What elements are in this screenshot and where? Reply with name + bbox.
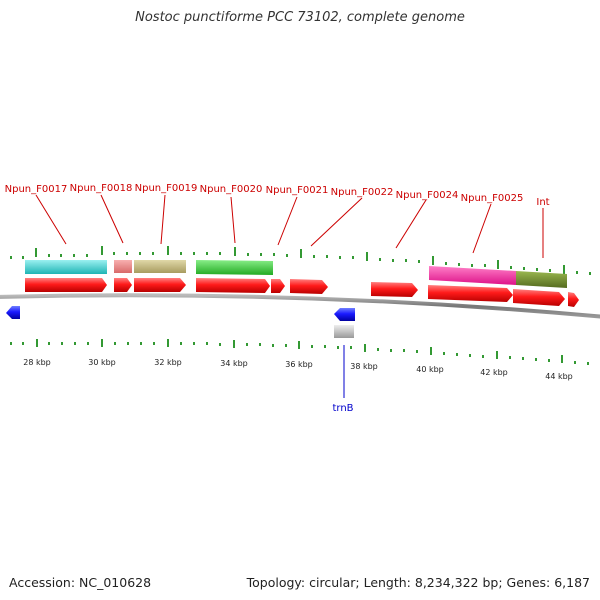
upper-ticks: [10, 246, 591, 275]
domain-bar-f0025-a[interactable]: [429, 266, 516, 285]
label-npun-f0017[interactable]: Npun_F0017: [5, 184, 68, 195]
forward-genes: [25, 278, 579, 307]
label-trnb[interactable]: trnB: [332, 403, 353, 414]
domain-bar-f0020[interactable]: [196, 260, 273, 275]
genome-title: Nostoc punctiforme PCC 73102, complete g…: [135, 10, 465, 25]
genome-backbone: [0, 293, 600, 319]
label-npun-f0019[interactable]: Npun_F0019: [135, 183, 198, 194]
label-npun-f0024[interactable]: Npun_F0024: [396, 190, 459, 201]
genome-summary-text: Topology: circular; Length: 8,234,322 bp…: [246, 575, 590, 590]
label-leaders: [35, 194, 544, 398]
rna-arrow-left[interactable]: [6, 306, 20, 319]
domain-bar-f0017[interactable]: [25, 260, 107, 274]
axis-label-28: 28 kbp: [23, 358, 51, 367]
axis-label-30: 30 kbp: [88, 358, 116, 367]
lower-ticks: [10, 339, 589, 365]
gene-arrow-f0026[interactable]: [513, 289, 565, 306]
axis-label-40: 40 kbp: [416, 365, 444, 374]
axis-label-38: 38 kbp: [350, 362, 378, 371]
gene-arrow-f0020[interactable]: [196, 278, 270, 293]
label-npun-f0018[interactable]: Npun_F0018: [70, 183, 133, 194]
rna-arrow-trnb[interactable]: [334, 308, 355, 321]
label-npun-f0021[interactable]: Npun_F0021: [266, 185, 329, 196]
gene-arrow-f0017[interactable]: [25, 278, 107, 292]
gene-arrow-f0021[interactable]: [271, 279, 285, 293]
domain-bar-f0019[interactable]: [134, 260, 186, 273]
gene-arrow-f0025[interactable]: [428, 285, 513, 302]
axis-label-34: 34 kbp: [220, 359, 248, 368]
label-int[interactable]: Int: [536, 197, 549, 208]
gene-arrow-f0018[interactable]: [114, 278, 132, 292]
gene-arrow-f0019[interactable]: [134, 278, 186, 292]
domain-bar-f0025-b[interactable]: [516, 271, 567, 288]
gene-arrow-f0022[interactable]: [290, 279, 328, 294]
trnb-grey-box[interactable]: [334, 325, 354, 338]
label-npun-f0025[interactable]: Npun_F0025: [461, 193, 524, 204]
axis-label-32: 32 kbp: [154, 358, 182, 367]
domain-bar-f0018[interactable]: [114, 260, 132, 273]
reverse-genes: [6, 306, 355, 338]
gene-arrow-int[interactable]: [568, 292, 579, 307]
gene-arrow-f0024[interactable]: [371, 282, 418, 297]
axis-label-42: 42 kbp: [480, 368, 508, 377]
axis-label-44: 44 kbp: [545, 372, 573, 381]
domain-bars: [25, 260, 567, 288]
axis-label-36: 36 kbp: [285, 360, 313, 369]
label-npun-f0022[interactable]: Npun_F0022: [331, 187, 394, 198]
label-npun-f0020[interactable]: Npun_F0020: [200, 184, 263, 195]
accession-text: Accession: NC_010628: [9, 575, 152, 590]
